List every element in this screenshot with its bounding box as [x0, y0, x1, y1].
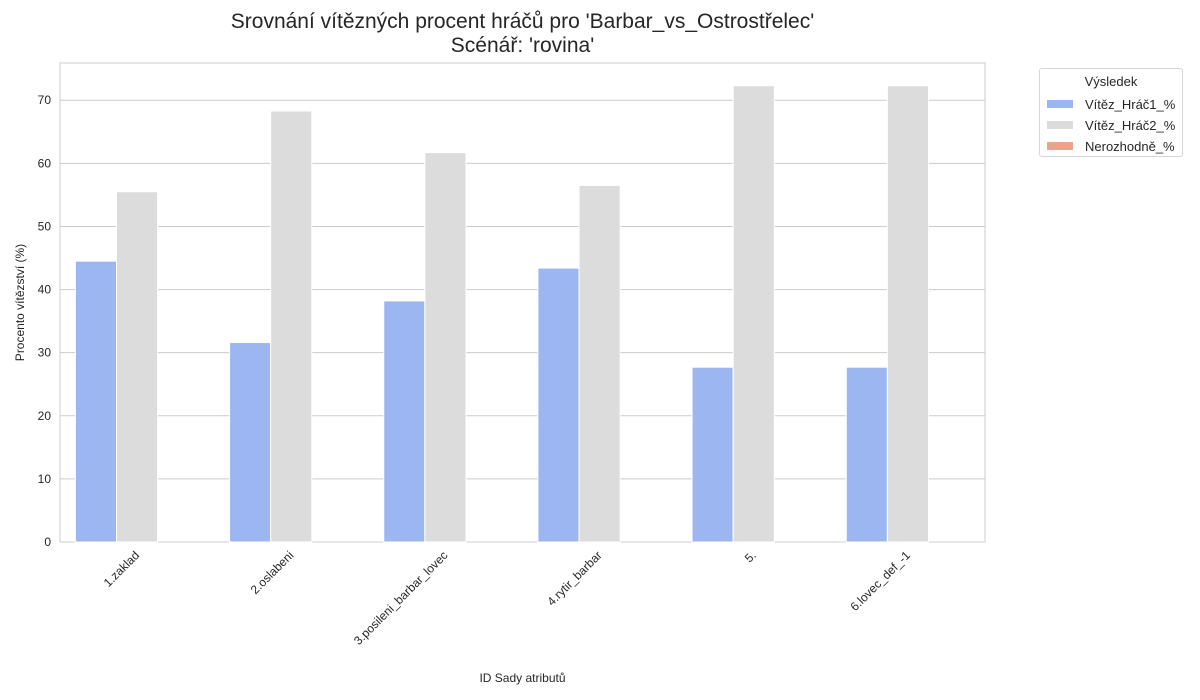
x-tick-label: 3.posileni_barbar_lovec: [351, 548, 451, 648]
chart-subtitle: Scénář: 'rovina': [450, 34, 595, 57]
legend-item-player2: Vítěz_Hráč2_%: [1047, 117, 1175, 133]
bar: [578, 184, 621, 543]
legend: Výsledek Vítěz_Hráč1_% Vítěz_Hráč2_% Ner…: [1039, 68, 1183, 157]
bar: [229, 342, 272, 543]
y-tick-label: 60: [38, 156, 52, 170]
bar: [424, 152, 467, 543]
legend-item-draw: Nerozhodně_%: [1047, 138, 1175, 154]
x-tick-label: 6.lovec_def_-1: [847, 548, 913, 614]
y-tick-label: 50: [38, 219, 52, 233]
bar: [270, 110, 313, 543]
bar: [383, 300, 426, 543]
bar: [886, 85, 929, 543]
bar: [116, 191, 159, 543]
bar: [74, 260, 118, 543]
x-tick-label: 2.oslabeni: [248, 548, 297, 597]
x-axis-label: ID Sady atributů: [479, 671, 565, 685]
plot-frame: [59, 62, 986, 543]
y-axis-label: Procento vítězství (%): [13, 244, 27, 361]
legend-swatch-player2: [1047, 121, 1073, 129]
y-tick-label: 40: [38, 283, 52, 297]
legend-item-player1: Vítěz_Hráč1_%: [1047, 96, 1175, 112]
bar: [732, 85, 775, 543]
y-tick-label: 70: [38, 93, 52, 107]
x-tick-label: 4.rytir_barbar: [544, 548, 604, 608]
legend-title: Výsledek: [1084, 74, 1138, 89]
chart-title: Srovnání vítězných procent hráčů pro 'Ba…: [230, 10, 815, 33]
legend-label-draw: Nerozhodně_%: [1085, 138, 1175, 154]
y-tick-label: 0: [44, 535, 51, 549]
x-tick-label: 1.zaklad: [101, 548, 143, 590]
legend-label-player2: Vítěz_Hráč2_%: [1085, 117, 1176, 133]
bar: [845, 366, 888, 543]
legend-swatch-player1: [1047, 100, 1073, 108]
y-tick-label: 30: [38, 346, 52, 360]
bar: [537, 267, 580, 543]
y-tick-label: 10: [38, 472, 52, 486]
bar: [691, 366, 734, 543]
x-tick-label: 5.: [742, 548, 759, 565]
legend-swatch-draw: [1047, 142, 1073, 150]
legend-label-player1: Vítěz_Hráč1_%: [1085, 96, 1176, 112]
chart-title-block: Srovnání vítězných procent hráčů pro 'Ba…: [60, 10, 985, 58]
y-tick-label: 20: [38, 409, 52, 423]
